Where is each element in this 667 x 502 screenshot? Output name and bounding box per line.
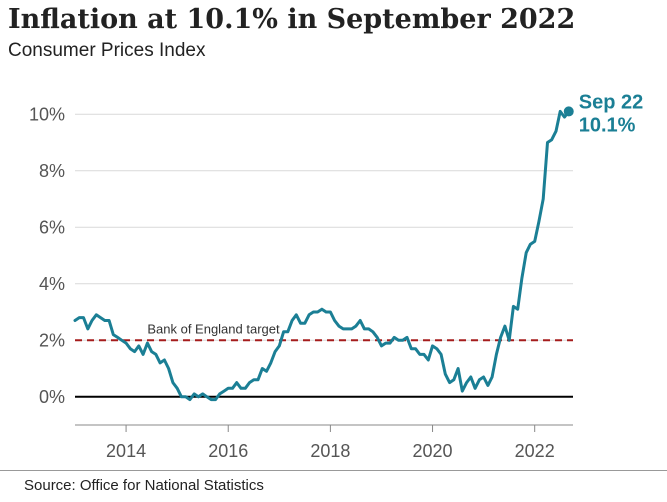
x-tick-label: 2014 [106,441,146,461]
y-tick-label: 8% [39,161,65,181]
source-note: Source: Office for National Statistics [24,477,264,494]
line-chart: 0% 2% 4% 6% 8% 10% 2014 2016 2018 2020 2022 Bank … [29,91,643,461]
y-tick-label: 0% [39,387,65,407]
x-tick-label: 2022 [515,441,555,461]
gridlines [75,113,573,341]
x-tick-label: 2020 [413,441,453,461]
x-tick-label: 2018 [310,441,350,461]
y-tick-label: 4% [39,274,65,294]
callout-date-label: Sep 22 [579,91,643,113]
latest-value-dot [563,106,574,117]
target-line-label: Bank of England target [147,321,280,336]
x-tick-label: 2016 [208,441,248,461]
x-axis-ticks: 2014 2016 2018 2020 2022 [75,424,573,461]
chart-subtitle: Consumer Prices Index [8,40,206,61]
y-axis-ticks: 0% 2% 4% 6% 8% 10% [29,104,65,407]
y-tick-label: 10% [29,104,65,124]
chart-title: Inflation at 10.1% in September 2022 [8,4,576,35]
cpi-series-line [73,109,571,402]
y-tick-label: 6% [39,217,65,237]
y-tick-label: 2% [39,330,65,350]
footer-divider [0,470,667,471]
series-layer [73,109,571,402]
callout-value-label: 10.1% [579,114,636,136]
